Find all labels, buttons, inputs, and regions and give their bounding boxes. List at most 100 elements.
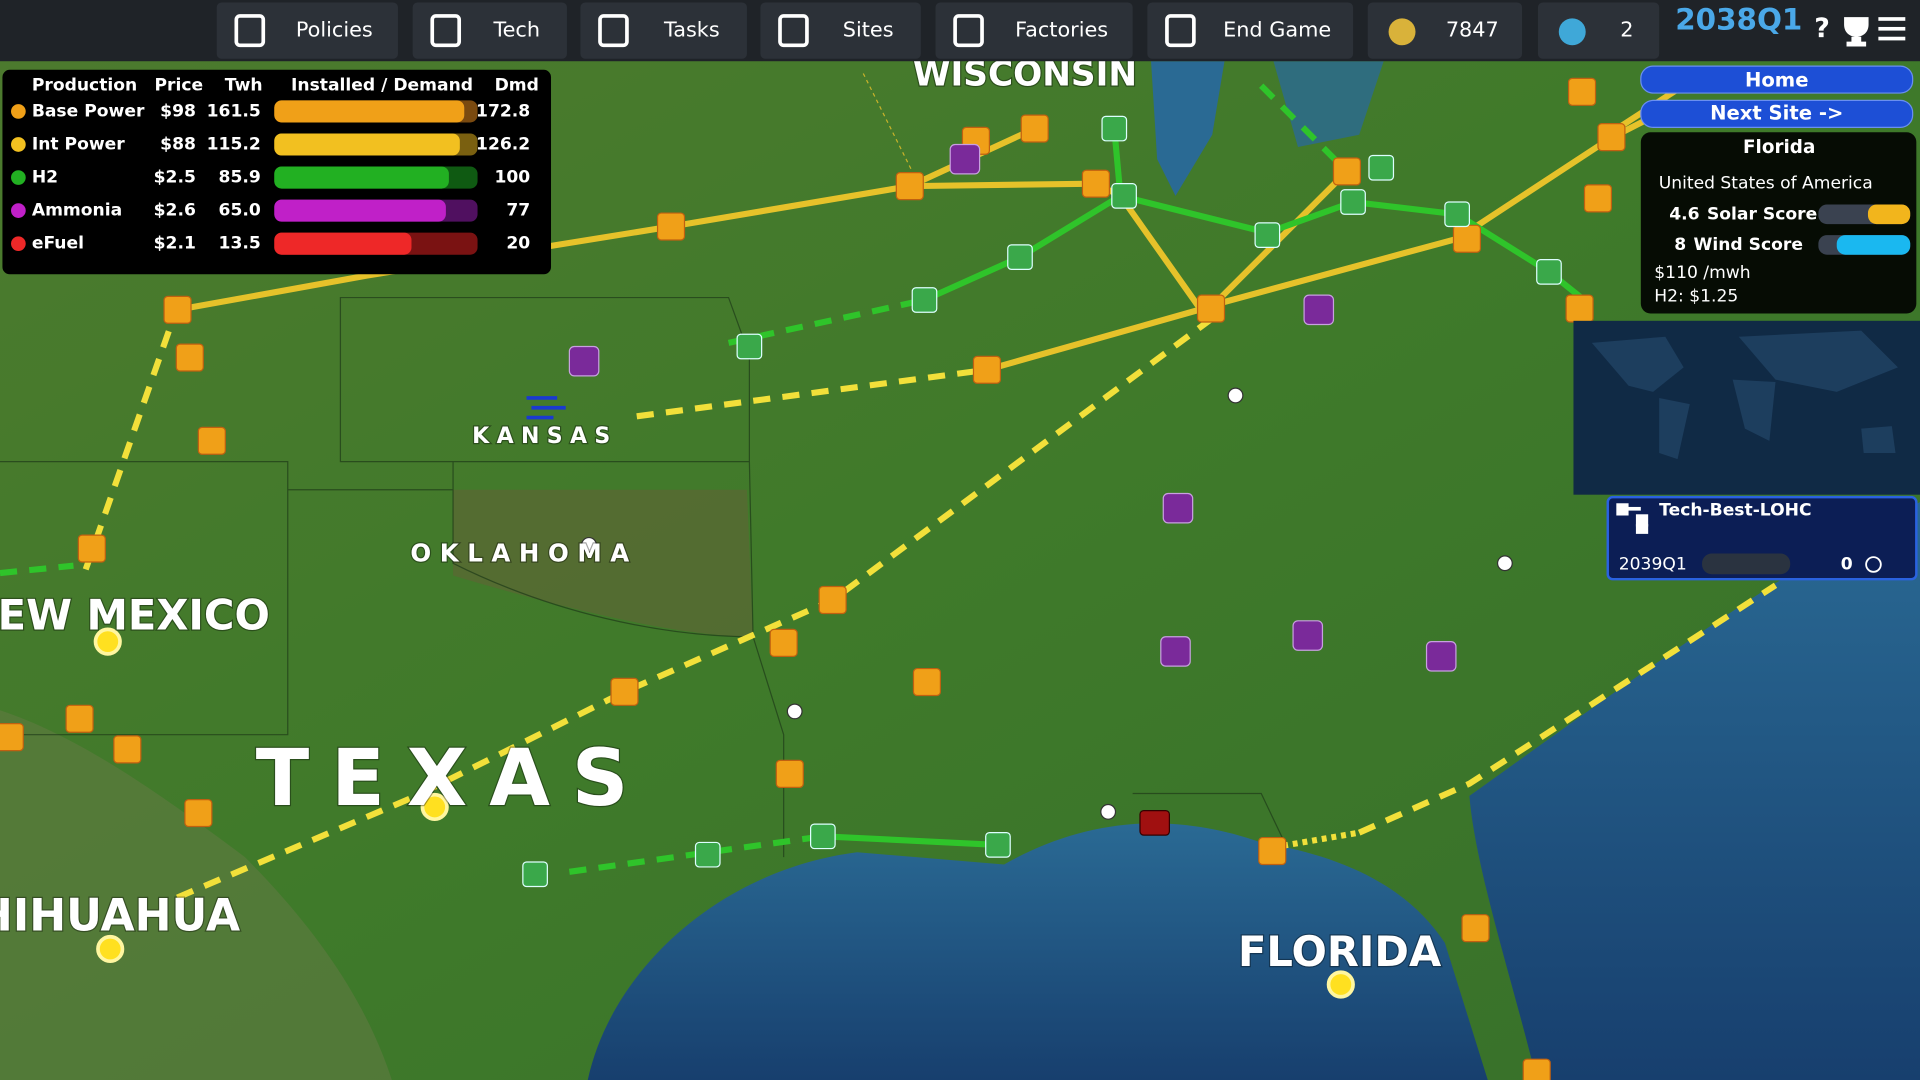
row-price: $2.1: [154, 234, 196, 254]
sun-icon: [93, 627, 122, 656]
row-dmd: 77: [506, 201, 530, 221]
ammonia-icon: [1162, 492, 1194, 524]
row-twh: 161.5: [207, 101, 261, 121]
flask-icon: [581, 536, 597, 553]
installed-bar: [274, 199, 446, 222]
menu-icon[interactable]: [1878, 17, 1906, 41]
factory-icon: [1565, 294, 1594, 323]
home-label[interactable]: Home: [1745, 68, 1809, 91]
factory-icon: [65, 704, 94, 733]
factory-icon: [818, 585, 847, 615]
site-country: United States of America: [1659, 174, 1873, 194]
h2-icon: [1536, 258, 1562, 285]
ammonia-icon: [1160, 636, 1191, 667]
tech-name: Tech-Best-LOHC: [1659, 501, 1811, 521]
row-twh: 65.0: [219, 201, 261, 221]
factory-icon: [197, 426, 226, 455]
factory-icon: [769, 628, 798, 657]
toolbar-button[interactable]: [412, 2, 567, 59]
next-site-label[interactable]: Next Site ->: [1710, 101, 1843, 124]
factory-icon: [1020, 114, 1049, 143]
coins: 7847: [1446, 18, 1499, 42]
table-header: Installed / Demand: [291, 76, 473, 96]
button-label[interactable]: Factories: [1015, 18, 1108, 42]
h2-icon: [1254, 222, 1281, 248]
toolbar-button[interactable]: [760, 2, 921, 59]
h2-icon: [522, 861, 548, 888]
gulf: [587, 823, 1488, 1080]
button-label[interactable]: Policies: [296, 18, 373, 42]
factory-icon: [972, 355, 1002, 384]
factory-icon: [1332, 157, 1362, 186]
row-price: $2.5: [154, 168, 196, 188]
factory-icon: [77, 534, 106, 563]
map-label: OKLAHOMA: [410, 539, 637, 568]
row-dmd: 100: [494, 168, 530, 188]
borders: [0, 296, 1287, 858]
flask-icon: [1100, 803, 1117, 820]
factory-icon: [1196, 294, 1226, 323]
button-label[interactable]: Sites: [843, 18, 894, 42]
row-icon: [11, 137, 26, 152]
factory-icon: [656, 212, 686, 241]
row-name: H2: [32, 168, 58, 188]
coins-box: [1367, 2, 1523, 59]
site-panel: [1640, 132, 1917, 314]
button-icon: [953, 14, 984, 48]
row-name: Int Power: [32, 134, 125, 154]
row-dmd: 20: [506, 234, 530, 254]
wind-label: Wind Score: [1693, 235, 1802, 255]
table-header: Price: [154, 76, 203, 96]
terrain: [453, 489, 754, 637]
button-label[interactable]: End Game: [1223, 18, 1331, 42]
map-label: CHIHUAHUA: [0, 890, 240, 941]
terrain: [0, 710, 392, 1080]
toolbar-button[interactable]: [935, 2, 1133, 59]
lake: [1273, 61, 1384, 147]
tech-bar: [1702, 553, 1791, 575]
factory-icon: [912, 667, 942, 697]
button-label[interactable]: Tech: [492, 18, 540, 42]
tech-date: 2039Q1: [1619, 554, 1687, 574]
map-label: FLORIDA: [1238, 927, 1442, 976]
factory-icon: [1452, 224, 1482, 253]
h2-icon: [1007, 244, 1033, 270]
table-header: Twh: [225, 76, 263, 96]
tech-icon: [1616, 503, 1649, 534]
factory-icon: [1081, 169, 1110, 198]
ammonia-icon: [1292, 620, 1324, 651]
h2-icon: [1444, 201, 1470, 228]
factory-icon: [163, 295, 192, 324]
table-header: Dmd: [495, 76, 539, 96]
help-icon[interactable]: ?: [1814, 13, 1830, 44]
minimap-continents: [1591, 330, 1898, 460]
ammonia-icon: [1425, 641, 1457, 672]
score-bars: [1836, 204, 1911, 255]
home-button[interactable]: [1640, 65, 1914, 94]
h2-icon: [1340, 189, 1366, 215]
button-label[interactable]: Tasks: [663, 18, 720, 42]
toolbar-button[interactable]: [1147, 2, 1354, 59]
next-site-button[interactable]: [1640, 99, 1914, 128]
solar-label: Solar Score: [1707, 204, 1817, 224]
factory-icon: [1583, 184, 1613, 213]
button-icon: [778, 14, 809, 48]
row-twh: 115.2: [207, 134, 261, 154]
row-dmd: 172.8: [476, 101, 530, 121]
efuel-icon: [1139, 810, 1170, 836]
h2-icon: [694, 841, 721, 868]
trophy-icon[interactable]: [1844, 17, 1869, 47]
row-dmd: 126.2: [476, 134, 530, 154]
gems-box: [1537, 2, 1660, 59]
tech-count: 0: [1841, 554, 1853, 574]
map-label: TEXAS: [256, 733, 651, 824]
factory-icon: [610, 677, 639, 706]
h2-icon: [810, 823, 836, 850]
wind-bar: [1836, 235, 1911, 255]
row-name: eFuel: [32, 234, 84, 254]
factory-icon: [175, 343, 204, 372]
tech-progress-panel[interactable]: [1606, 495, 1918, 581]
installed-bar: [274, 166, 449, 189]
h2-icon: [736, 333, 763, 360]
